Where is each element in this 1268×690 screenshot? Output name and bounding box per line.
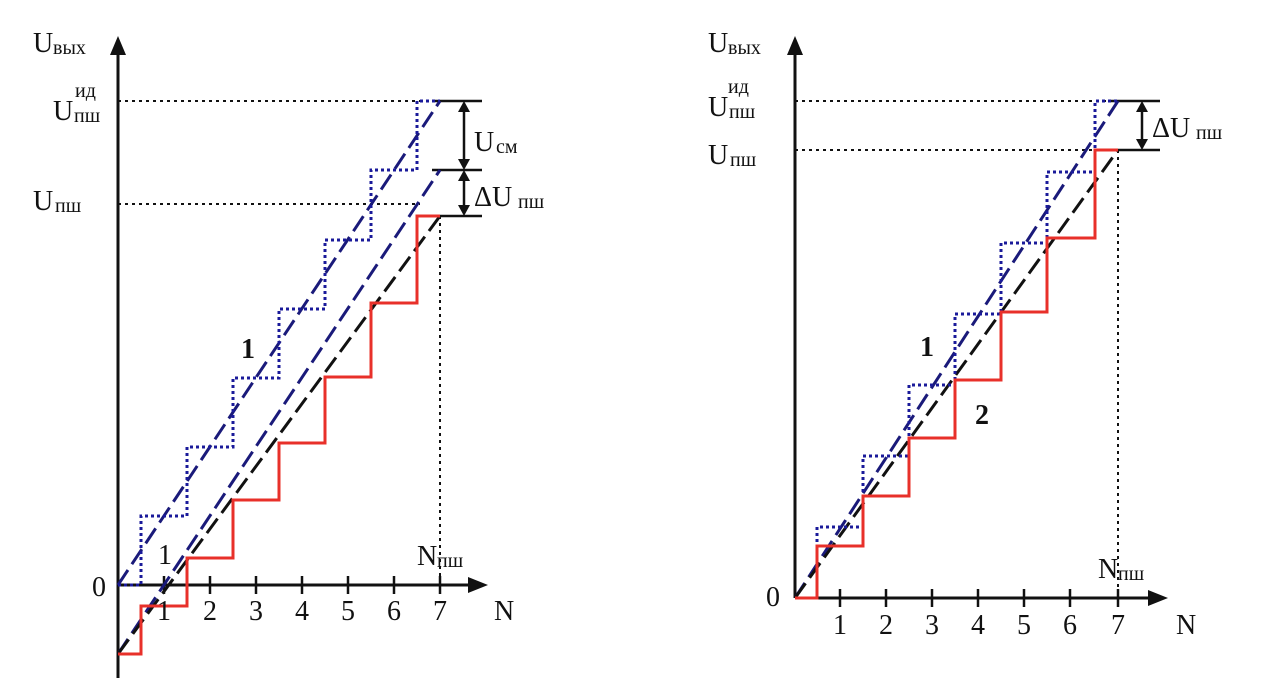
right-delta-sub: пш [1196, 122, 1223, 144]
left-zero-label: 0 [92, 572, 106, 603]
right-panel: U вых U ид пш U пш ΔU пш N пш 1 2 0 N 1 … [708, 28, 1223, 641]
left-u-ideal-sup: ид [75, 80, 96, 102]
left-u-ideal-sub: пш [74, 105, 101, 127]
left-tick-4: 4 [295, 596, 309, 627]
right-x-axis-label: N [1176, 610, 1196, 641]
right-y-axis-label-sub: вых [728, 37, 761, 59]
right-zero-label: 0 [766, 582, 780, 613]
right-delta-label: ΔU [1152, 113, 1190, 144]
right-tick-5: 5 [1017, 610, 1031, 641]
right-u-ideal-label: U [708, 92, 728, 123]
left-x-axis-label: N [494, 596, 514, 627]
right-tick-3: 3 [925, 610, 939, 641]
left-tick-7: 7 [433, 596, 447, 627]
right-y-axis-arrow [787, 36, 803, 55]
right-tick-1: 1 [833, 610, 847, 641]
left-real-line [116, 215, 442, 655]
right-tick-2: 2 [879, 610, 893, 641]
right-curve1-label: 1 [920, 332, 934, 363]
left-delta-sub: пш [518, 191, 545, 213]
left-n-label: N [417, 541, 437, 572]
left-real-staircase [118, 214, 440, 656]
right-x-ticks [838, 589, 1120, 607]
left-ideal-staircase [118, 99, 440, 587]
right-tick-6: 6 [1063, 610, 1077, 641]
right-x-axis-arrow [1148, 590, 1168, 606]
left-n-sub: пш [437, 550, 464, 572]
right-u-sub: пш [730, 149, 757, 171]
right-n-sub: пш [1118, 563, 1145, 585]
left-tick-labels: 1 2 3 4 5 6 7 [157, 596, 447, 627]
left-tick-1: 1 [157, 596, 171, 627]
right-u-ideal-sup: ид [728, 76, 749, 98]
left-tick-3: 3 [249, 596, 263, 627]
left-y-axis-label-sub: вых [53, 37, 86, 59]
left-x-axis-arrow [468, 577, 488, 593]
right-tick-labels: 1 2 3 4 5 6 7 [833, 610, 1125, 641]
right-curve2-label: 2 [975, 400, 989, 431]
right-u-label: U [708, 140, 728, 171]
right-n-label: N [1098, 554, 1118, 585]
left-u-sub: пш [55, 195, 82, 217]
left-tick-6: 6 [387, 596, 401, 627]
right-tick-7: 7 [1111, 610, 1125, 641]
left-y-axis-arrow [110, 36, 126, 55]
left-x-ticks [162, 576, 442, 594]
left-tick-2: 2 [203, 596, 217, 627]
right-tick-4: 4 [971, 610, 985, 641]
left-offset-curve-label: 1 [158, 540, 172, 571]
left-y-axis-label: U [33, 28, 53, 59]
left-u-label: U [33, 186, 53, 217]
left-panel: U вых U ид пш U пш U см ΔU пш N пш 1 1 0… [33, 28, 545, 678]
left-offset-label: U [474, 127, 494, 158]
right-u-ideal-sub: пш [729, 101, 756, 123]
right-real-staircase [795, 148, 1118, 600]
left-tick-5: 5 [341, 596, 355, 627]
right-ideal-staircase [795, 99, 1118, 600]
left-delta-label: ΔU [474, 182, 512, 213]
left-u-ideal-label: U [53, 96, 73, 127]
left-offset-line [116, 169, 442, 655]
left-curve1-label: 1 [241, 334, 255, 365]
left-offset-sub: см [496, 136, 518, 158]
right-y-axis-label: U [708, 28, 728, 59]
